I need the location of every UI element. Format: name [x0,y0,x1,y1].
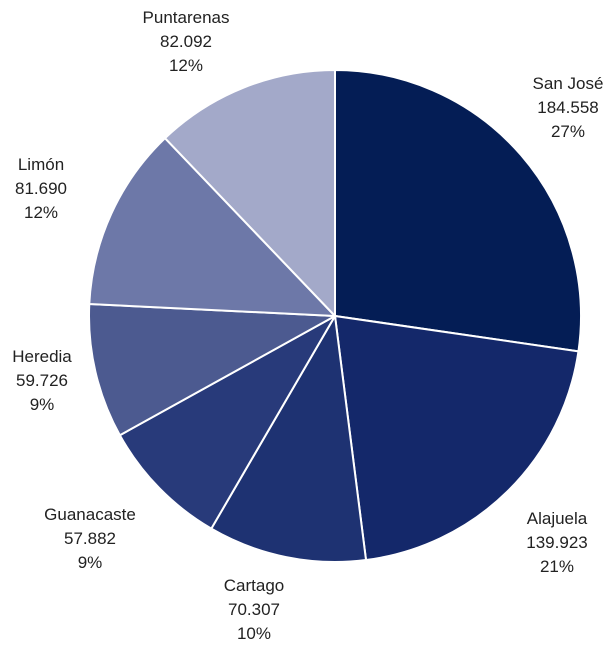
label-value: 82.092 [159,32,212,51]
pie-slice-puntarenas [164,69,336,317]
label-value: 184.558 [537,98,599,117]
pie-slice-heredia [87,302,336,437]
pie-slice-san-jose [334,69,582,353]
label-percent: 12% [23,203,59,222]
label-limon: Limón 81.690 12% [15,153,67,225]
pie-slice-guanacaste [118,315,336,530]
pie-slice-limon [88,137,336,317]
label-percent: 9% [77,553,103,572]
label-alajuela: Alajuela 139.923 21% [526,507,587,579]
label-percent: 21% [539,557,575,576]
pie-slice-alajuela [334,315,580,562]
label-san-jose: San José 184.558 27% [533,72,604,144]
label-percent: 9% [29,395,55,414]
label-name: Guanacaste [44,505,136,524]
label-puntarenas: Puntarenas 82.092 12% [143,6,230,78]
label-value: 59.726 [15,371,68,390]
label-name: San José [532,74,604,93]
label-percent: 27% [550,122,586,141]
label-value: 81.690 [15,179,67,198]
label-heredia: Heredia 59.726 9% [12,345,72,417]
label-name: Cartago [223,576,285,595]
label-value: 139.923 [526,533,588,552]
label-percent: 12% [168,56,204,75]
pie-slice-cartago [210,315,368,563]
label-name: Alajuela [526,509,588,528]
label-value: 57.882 [64,529,116,548]
label-value: 70.307 [227,600,280,619]
label-cartago: Cartago 70.307 10% [224,574,284,646]
label-name: Heredia [12,347,72,366]
label-name: Limón [17,155,65,174]
label-percent: 10% [236,624,272,643]
label-name: Puntarenas [142,8,230,27]
label-guanacaste: Guanacaste 57.882 9% [44,503,136,575]
